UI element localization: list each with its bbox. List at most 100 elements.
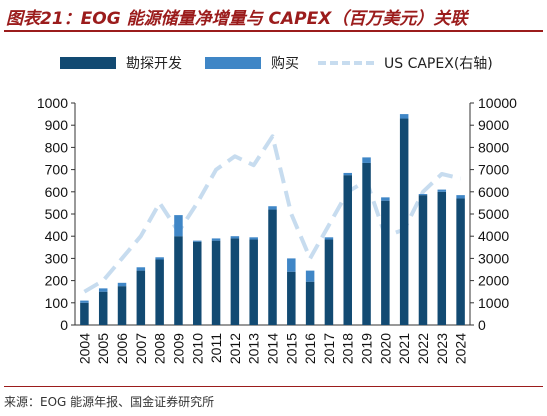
bar-purchase [305,270,315,282]
bar-exploration [305,281,315,325]
x-tick-label: 2007 [133,333,149,364]
bar-exploration [174,236,183,325]
y-tick-label-left: 400 [45,228,69,244]
y-tick-label-right: 4000 [478,228,509,244]
bar-purchase [324,237,334,240]
x-tick-label: 2006 [114,333,130,364]
x-tick-label: 2017 [321,333,337,364]
bar-purchase [399,114,409,119]
legend-label-purchase: 购买 [271,56,299,72]
x-tick-label: 2022 [415,333,431,364]
legend-item-exploration: 勘探开发 [60,53,182,73]
bar-purchase [343,172,352,176]
x-tick-label: 2008 [152,333,168,364]
bar-exploration [249,239,258,325]
bar-exploration [399,118,409,325]
bar-exploration [230,238,240,325]
x-tick-label: 2024 [453,333,469,364]
legend-swatch-purchase [205,57,261,69]
y-tick-label-right: 9000 [478,117,509,133]
x-tick-label: 2023 [434,333,450,364]
bar-purchase [230,236,240,239]
y-tick-label-left: 900 [45,117,69,133]
bar-exploration [324,239,334,325]
bar-exploration [418,195,428,325]
x-tick-label: 2019 [359,333,375,364]
x-tick-label: 2011 [208,333,224,363]
bar-exploration [362,162,371,325]
y-tick-label-right: 2000 [478,273,509,289]
bar-exploration [343,175,352,325]
y-tick-label-left: 200 [45,273,69,289]
y-tick-label-right: 10000 [478,95,517,111]
title-rule [4,30,543,32]
y-tick-label-left: 600 [45,184,69,200]
y-tick-label-left: 700 [45,162,69,178]
y-tick-label-right: 1000 [478,295,509,311]
bar-purchase [117,282,127,287]
y-tick-label-right: 6000 [478,184,509,200]
legend-item-capex: US CAPEX(右轴) [318,53,493,73]
bar-exploration [437,191,447,325]
bar-purchase [136,267,146,271]
x-tick-label: 2018 [340,333,356,364]
legend-label-exploration: 勘探开发 [126,56,182,72]
y-tick-label-right: 5000 [478,206,509,222]
bar-purchase [193,240,202,242]
bar-purchase [381,197,390,201]
series-line-us-capex [83,134,462,294]
bar-purchase [437,189,447,192]
bar-exploration [381,200,390,325]
bar-purchase [287,258,296,272]
y-tick-label-right: 7000 [478,162,509,178]
bar-purchase [98,288,108,292]
bar-purchase [155,257,164,260]
bar-purchase [362,157,371,163]
bar-exploration [287,271,296,325]
y-tick-label-right: 0 [478,317,486,333]
y-tick-label-right: 3000 [478,250,509,266]
bar-purchase [268,206,277,210]
bar-purchase [456,195,465,199]
x-tick-label: 2009 [170,333,186,364]
bar-exploration [211,240,221,325]
bar-purchase [418,194,428,196]
legend: 勘探开发 购买 US CAPEX(右轴) [0,53,547,77]
legend-swatch-exploration [60,57,116,69]
x-tick-label: 2021 [396,333,412,364]
legend-label-capex: US CAPEX(右轴) [384,56,493,72]
bar-exploration [98,291,108,325]
bar-exploration [456,198,465,325]
y-tick-label-right: 8000 [478,139,509,155]
y-tick-label-left: 300 [45,250,69,266]
x-tick-label: 2012 [227,333,243,364]
figure-title: 图表21：EOG 能源储量净增量与 CAPEX（百万美元）关联 [6,9,468,29]
source-rule [4,386,543,387]
source-note: 来源：EOG 能源年报、国金证券研究所 [4,395,215,409]
bar-exploration [117,286,127,325]
x-tick-label: 2010 [189,333,205,364]
x-tick-label: 2015 [283,333,299,364]
x-tick-label: 2013 [246,333,262,364]
y-tick-label-left: 0 [60,317,68,333]
legend-item-purchase: 购买 [205,53,299,73]
bar-exploration [136,270,146,325]
x-tick-label: 2016 [302,333,318,364]
bar-exploration [268,209,277,325]
y-tick-label-left: 800 [45,139,69,155]
x-tick-label: 2005 [95,333,111,364]
x-tick-label: 2014 [265,333,281,364]
x-tick-label: 2004 [76,333,92,364]
y-tick-label-left: 1000 [37,95,68,111]
legend-swatch-capex [318,61,374,65]
y-tick-label-left: 100 [45,295,69,311]
bar-purchase [174,215,183,237]
bar-purchase [80,300,89,303]
x-tick-label: 2020 [377,333,393,364]
bar-purchase [249,237,258,240]
bar-exploration [193,241,202,325]
bar-exploration [80,302,89,325]
bar-exploration [155,259,164,325]
bar-purchase [211,238,221,241]
